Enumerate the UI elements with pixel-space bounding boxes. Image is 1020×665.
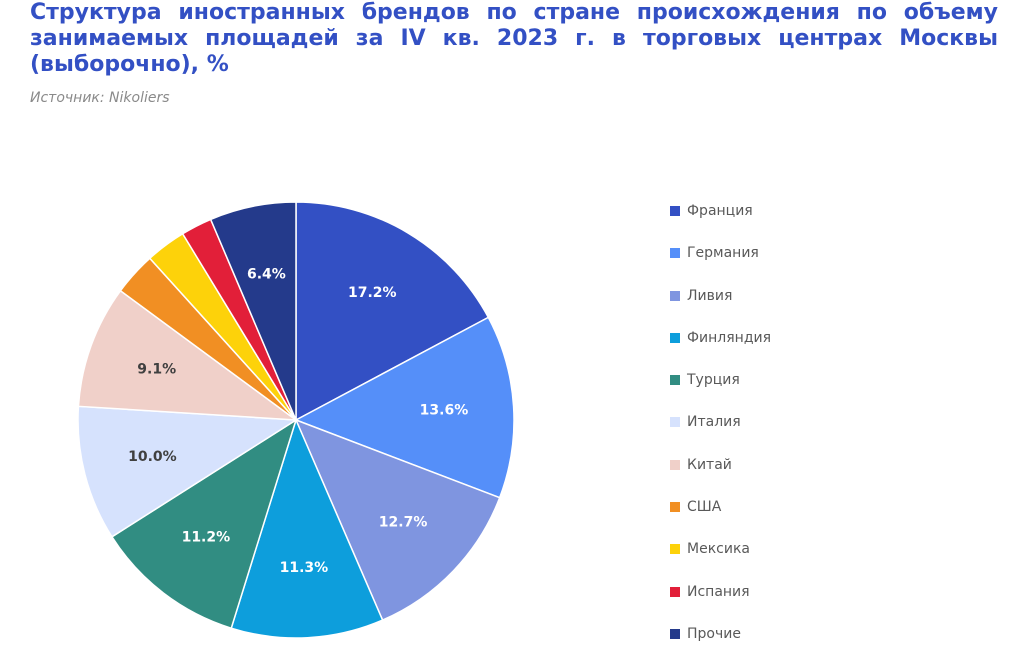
slice-data-label-5: 10.0% xyxy=(128,449,177,465)
legend-label-3: Финляндия xyxy=(687,329,772,346)
legend-swatch-5 xyxy=(670,417,680,428)
pie-slice-5 xyxy=(77,405,299,538)
legend-label-4: Турция xyxy=(687,372,740,389)
legend-item-9: Испания xyxy=(670,581,771,623)
slice-data-label-10: 6.4% xyxy=(247,267,286,283)
legend-item-2: Ливия xyxy=(670,285,771,327)
legend-swatch-1 xyxy=(670,248,680,259)
legend-item-10: Прочие xyxy=(670,623,771,665)
chart-legend: Франция Германия Ливия Финляндия Турция Итали… xyxy=(670,200,771,665)
legend-label-9: Испания xyxy=(687,583,750,600)
legend-item-3: Финляндия xyxy=(670,327,771,369)
legend-item-1: Германия xyxy=(670,242,771,284)
chart-title: Структура иностранных брендов по стране … xyxy=(30,0,998,77)
legend-item-5: Италия xyxy=(670,411,771,453)
legend-swatch-6 xyxy=(670,459,680,470)
slice-data-label-3: 11.3% xyxy=(280,560,329,576)
legend-item-4: Турция xyxy=(670,369,771,411)
legend-item-0: Франция xyxy=(670,200,771,242)
pie-slice-0 xyxy=(295,201,490,422)
pie-slice-3 xyxy=(230,417,384,639)
legend-label-6: Китай xyxy=(687,456,732,473)
slice-data-label-4: 11.2% xyxy=(182,530,231,546)
legend-item-7: США xyxy=(670,496,771,538)
legend-swatch-10 xyxy=(670,628,680,639)
slice-data-label-0: 17.2% xyxy=(348,285,397,301)
legend-swatch-0 xyxy=(670,206,680,216)
legend-swatch-3 xyxy=(670,332,680,343)
chart-source: Источник: Nikoliers xyxy=(30,90,170,106)
legend-label-7: США xyxy=(687,499,722,516)
legend-item-8: Мексика xyxy=(670,538,771,580)
pie-slice-1 xyxy=(294,316,515,499)
legend-label-8: Мексика xyxy=(687,541,750,558)
legend-label-5: Италия xyxy=(687,414,741,431)
pie-slice-4 xyxy=(110,418,298,630)
slice-data-label-2: 12.7% xyxy=(379,514,428,530)
legend-item-6: Китай xyxy=(670,454,771,496)
legend-swatch-4 xyxy=(670,375,680,386)
legend-swatch-2 xyxy=(670,290,680,301)
legend-label-2: Ливия xyxy=(687,287,733,304)
slice-data-label-6: 9.1% xyxy=(137,361,176,377)
pie-slice-10 xyxy=(209,201,297,421)
legend-label-10: Прочие xyxy=(687,625,741,642)
legend-label-1: Германия xyxy=(687,245,759,262)
legend-swatch-9 xyxy=(670,586,680,597)
pie-slice-2 xyxy=(294,418,501,622)
pie-slice-6 xyxy=(77,289,299,421)
slice-data-label-1: 13.6% xyxy=(420,403,469,419)
legend-label-0: Франция xyxy=(687,203,753,219)
legend-swatch-8 xyxy=(670,544,680,555)
legend-swatch-7 xyxy=(670,502,680,513)
